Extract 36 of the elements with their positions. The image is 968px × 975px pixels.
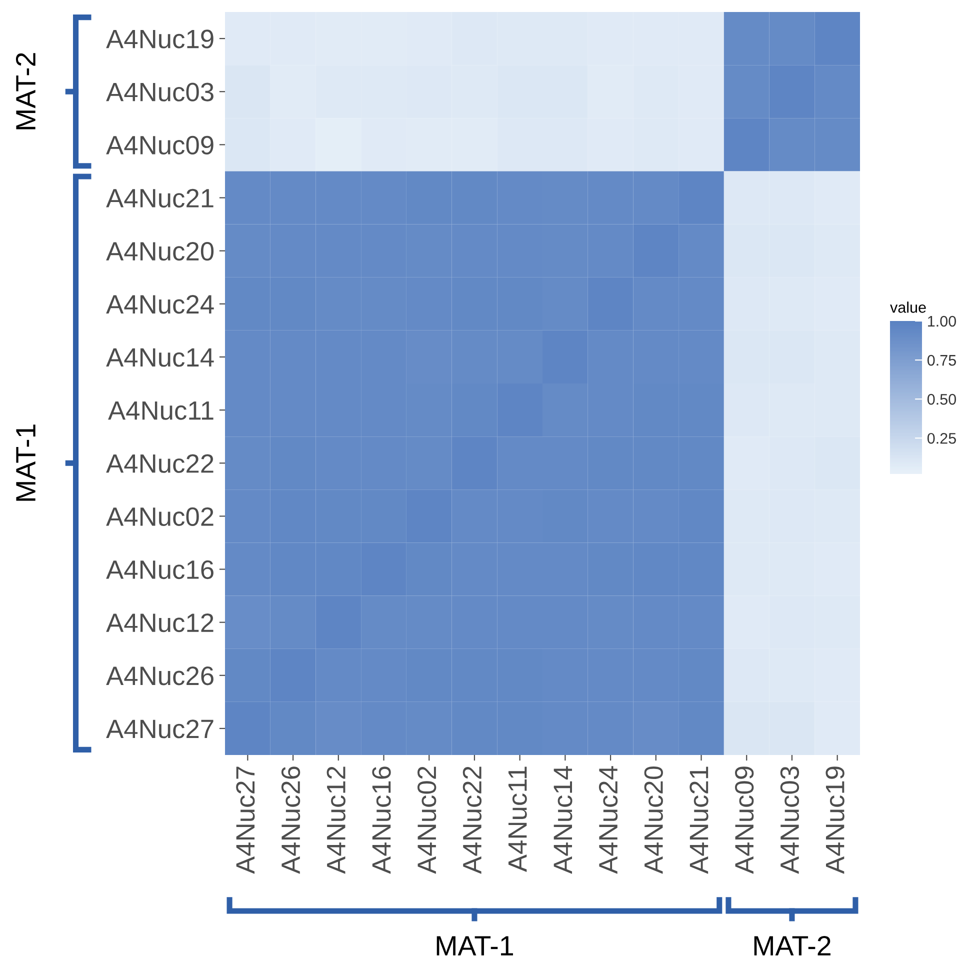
- y-tick-label: A4Nuc27: [106, 720, 214, 738]
- y-tick-label: A4Nuc11: [108, 401, 214, 420]
- color-bar-label: 0.50: [927, 394, 956, 405]
- y-tick-label: A4Nuc02: [106, 507, 214, 526]
- x-tick-label: A4Nuc16: [372, 766, 391, 874]
- text: MAT-1: [436, 936, 513, 956]
- x-tick-label: A4Nuc14: [554, 766, 572, 874]
- x-tick-label: A4Nuc21: [690, 766, 708, 874]
- text: MAT-1: [16, 424, 36, 501]
- x-tick-label: A4Nuc03: [780, 766, 800, 874]
- color-bar-title: value: [890, 302, 926, 313]
- x-tick-label: A4Nuc26: [281, 766, 300, 874]
- y-tick-label: A4Nuc26: [106, 666, 214, 686]
- y-tick-label: A4Nuc03: [106, 82, 214, 102]
- x-tick-label: A4Nuc22: [462, 766, 482, 874]
- y-tick-label: A4Nuc20: [106, 242, 214, 261]
- y-tick-label: A4Nuc24: [106, 295, 214, 314]
- y-tick-label: A4Nuc14: [106, 348, 214, 367]
- y-tick-label: A4Nuc16: [106, 560, 214, 580]
- x-tick-label: A4Nuc09: [735, 766, 754, 874]
- y-tick-label: A4Nuc12: [106, 613, 214, 632]
- x-tick-label: A4Nuc20: [644, 766, 663, 874]
- text: MAT-2: [754, 936, 830, 956]
- x-tick-label: A4Nuc02: [418, 766, 436, 874]
- y-tick-label: A4Nuc21: [106, 188, 214, 208]
- y-tick-label: A4Nuc09: [106, 136, 214, 154]
- y-tick-label: A4Nuc19: [106, 30, 214, 48]
- text: MAT-2: [16, 53, 36, 130]
- x-tick-label: A4Nuc19: [826, 766, 844, 874]
- x-tick-label: A4Nuc24: [598, 766, 618, 874]
- x-tick-label: A4Nuc12: [326, 766, 346, 874]
- color-bar-label: 1.00: [928, 316, 956, 327]
- color-bar-label: 0.25: [927, 432, 956, 444]
- x-tick-label: A4Nuc11: [508, 766, 527, 872]
- y-tick-label: A4Nuc22: [106, 454, 214, 473]
- color-bar-label: 0.75: [927, 354, 956, 366]
